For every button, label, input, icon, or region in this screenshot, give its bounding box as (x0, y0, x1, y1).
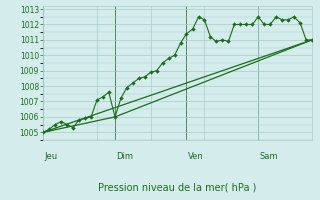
Text: Sam: Sam (260, 152, 278, 161)
Text: Ven: Ven (188, 152, 204, 161)
Text: Dim: Dim (116, 152, 133, 161)
Text: Pression niveau de la mer( hPa ): Pression niveau de la mer( hPa ) (99, 182, 257, 192)
Text: Jeu: Jeu (45, 152, 58, 161)
